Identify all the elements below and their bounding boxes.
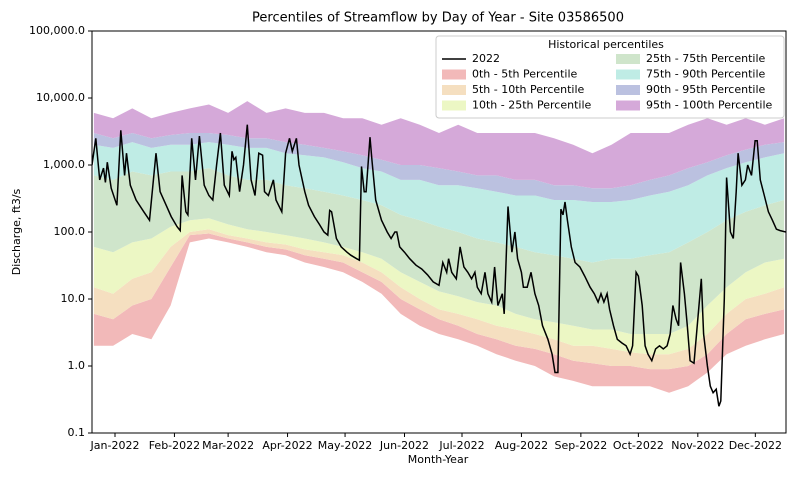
- chart-title: Percentiles of Streamflow by Day of Year…: [252, 11, 624, 26]
- legend-label: 95th - 100th Percentile: [646, 99, 773, 112]
- y-tick-label: 100.0: [54, 225, 86, 238]
- y-tick-label: 0.1: [68, 426, 86, 439]
- x-tick-label: Apr-2022: [262, 439, 312, 452]
- x-tick-label: Nov-2022: [671, 439, 724, 452]
- legend-label: 0th - 5th Percentile: [472, 68, 578, 81]
- x-tick-label: Jun-2022: [379, 439, 429, 452]
- percentile-band: [93, 142, 785, 263]
- legend-swatch: [616, 54, 640, 64]
- x-tick-label: Mar-2022: [202, 439, 254, 452]
- x-tick-label: May-2022: [318, 439, 373, 452]
- legend-label: 5th - 10th Percentile: [472, 83, 585, 96]
- x-tick-label: Sep-2022: [555, 439, 608, 452]
- x-tick-label: Feb-2022: [149, 439, 200, 452]
- legend-label: 90th - 95th Percentile: [646, 83, 766, 96]
- plot-area: [92, 101, 786, 407]
- series-line: [92, 124, 786, 407]
- y-tick-label: 10,000.0: [36, 91, 85, 104]
- percentile-band: [93, 218, 785, 355]
- legend-label: 2022: [472, 52, 500, 65]
- percentile-band: [93, 133, 785, 202]
- legend-label: 75th - 90th Percentile: [646, 68, 766, 81]
- legend-swatch: [442, 100, 466, 111]
- x-tick-label: Oct-2022: [613, 439, 664, 452]
- percentile-band: [93, 168, 785, 334]
- x-axis-label: Month-Year: [408, 453, 469, 466]
- legend-title: Historical percentiles: [548, 38, 664, 51]
- legend-swatch: [616, 69, 640, 80]
- y-tick-label: 100,000.0: [29, 24, 85, 37]
- x-tick-label: Jul-2022: [438, 439, 484, 452]
- legend-box: [435, 35, 785, 119]
- legend-swatch: [616, 100, 640, 111]
- y-tick-label: 10.0: [61, 292, 86, 305]
- y-tick-label: 1,000.0: [43, 158, 85, 171]
- legend-label: 10th - 25th Percentile: [472, 99, 592, 112]
- legend-swatch: [442, 69, 466, 80]
- percentile-band: [93, 101, 785, 189]
- legend-label: 25th - 75th Percentile: [646, 52, 766, 65]
- x-tick-label: Aug-2022: [495, 439, 548, 452]
- y-tick-label: 1.0: [68, 359, 86, 372]
- x-tick-label: Dec-2022: [729, 439, 782, 452]
- legend-swatch: [616, 85, 640, 95]
- legend-swatch: [442, 85, 466, 95]
- x-tick-label: Jan-2022: [90, 439, 140, 452]
- y-axis-label: Discharge, ft3/s: [10, 188, 23, 275]
